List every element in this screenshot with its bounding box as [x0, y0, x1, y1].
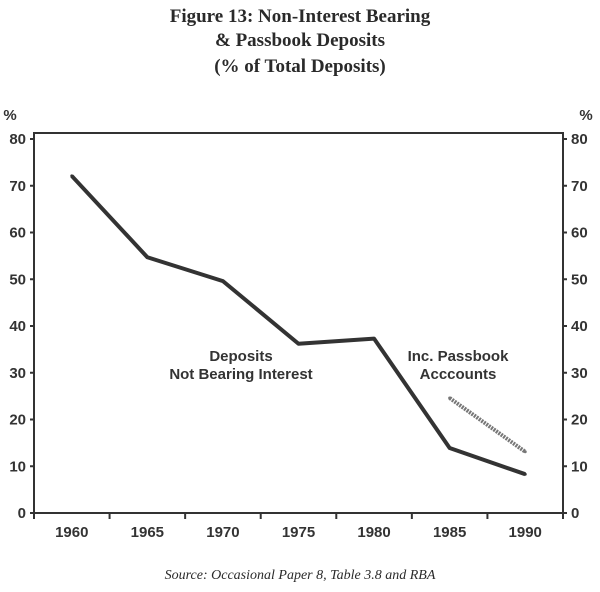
chart-title-line-3: (% of Total Deposits) — [214, 56, 386, 77]
y-tick-label-left: 70 — [9, 178, 26, 195]
chart-title-line-2: & Passbook Deposits — [215, 30, 385, 51]
data-point — [70, 174, 74, 178]
y-tick-label-right: 0 — [571, 505, 579, 522]
x-tick-label: 1965 — [131, 524, 164, 541]
y-tick-label-right: 20 — [571, 412, 588, 429]
data-point — [297, 342, 300, 346]
plot-frame — [33, 132, 564, 514]
y-tick-label-left: 20 — [9, 412, 26, 429]
y-tick-label-left: 0 — [18, 505, 26, 522]
y-tick-label-left: 10 — [9, 458, 26, 475]
series-line-inc-passbook-accounts — [448, 396, 527, 454]
y-tick-label-left: 40 — [9, 318, 26, 335]
data-point — [372, 337, 376, 341]
y-axis-label-left: % — [3, 107, 16, 124]
data-point — [448, 396, 452, 400]
data-point — [523, 472, 527, 476]
data-point — [221, 279, 225, 283]
series-label: Inc. Passbook — [408, 348, 510, 365]
series-label: Acccounts — [420, 366, 497, 383]
y-axis-label-right: % — [579, 107, 592, 124]
y-tick-label-left: 60 — [9, 225, 26, 242]
y-tick-label-right: 60 — [571, 225, 588, 242]
y-tick-label-left: 30 — [9, 365, 26, 382]
series-label: Not Bearing Interest — [169, 366, 312, 383]
y-tick-label-left: 80 — [9, 131, 26, 148]
data-point — [523, 450, 527, 454]
x-tick-label: 1960 — [55, 524, 88, 541]
x-tick-label: 1975 — [282, 524, 315, 541]
source-note: Source: Occasional Paper 8, Table 3.8 an… — [164, 568, 436, 583]
y-tick-label-right: 30 — [571, 365, 588, 382]
y-tick-label-right: 80 — [571, 131, 588, 148]
series-line-deposits-not-bearing-interest — [70, 174, 526, 477]
x-tick-label: 1990 — [509, 524, 542, 541]
y-tick-label-right: 70 — [571, 178, 588, 195]
series-label: Deposits — [209, 348, 272, 365]
y-tick-label-right: 10 — [571, 458, 588, 475]
chart-title-line-1: Figure 13: Non-Interest Bearing — [169, 6, 431, 27]
y-tick-label-left: 50 — [9, 271, 26, 288]
data-point — [145, 255, 149, 259]
x-tick-label: 1985 — [433, 524, 466, 541]
data-point — [448, 446, 452, 450]
y-tick-label-right: 40 — [571, 318, 588, 335]
x-tick-label: 1970 — [206, 524, 239, 541]
y-tick-label-right: 50 — [571, 271, 588, 288]
x-tick-label: 1980 — [357, 524, 390, 541]
